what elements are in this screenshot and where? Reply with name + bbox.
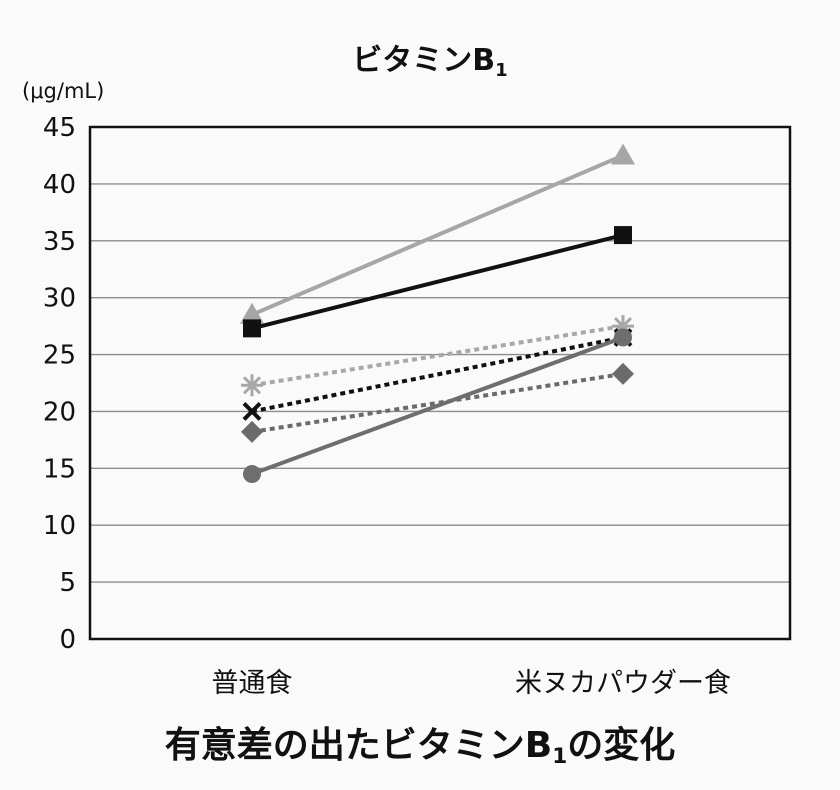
data-marker	[614, 226, 632, 245]
data-marker	[243, 319, 261, 338]
y-tick-label: 15	[43, 454, 76, 484]
chart-title: ビタミンB1	[352, 43, 507, 81]
chart-caption: 有意差の出たビタミンB1の変化	[165, 724, 676, 769]
data-marker	[612, 315, 634, 338]
y-tick-label: 0	[59, 625, 76, 655]
series-line	[251, 371, 624, 434]
series-layer	[240, 143, 635, 484]
x-category-label: 普通食	[212, 668, 293, 699]
series-line	[251, 233, 624, 331]
data-series-3	[241, 315, 634, 397]
y-tick-label: 30	[43, 284, 76, 314]
x-category-labels: 普通食 米ヌカパウダー食	[212, 668, 732, 699]
y-tick-label: 45	[43, 113, 76, 143]
y-tick-label: 10	[43, 511, 76, 541]
series-line	[251, 324, 624, 388]
data-series-5	[241, 362, 634, 443]
data-series-2	[243, 226, 632, 338]
y-tick-label: 25	[43, 341, 76, 371]
data-marker	[243, 465, 261, 484]
data-marker	[611, 143, 635, 165]
data-marker	[614, 328, 632, 347]
y-tick-label: 5	[59, 568, 76, 598]
gridlines	[90, 183, 790, 583]
y-tick-labels: 0 5 10 15 20 25 30 35 40 45	[43, 113, 76, 655]
series-line	[251, 153, 624, 317]
y-tick-label: 35	[43, 227, 76, 257]
data-marker	[242, 402, 262, 421]
x-category-label: 米ヌカパウダー食	[515, 668, 731, 699]
plot-frame	[88, 125, 792, 641]
data-marker	[241, 420, 263, 443]
data-series-6	[243, 328, 632, 484]
data-marker	[612, 362, 634, 385]
data-marker	[241, 374, 263, 397]
data-series-1	[240, 143, 635, 324]
series-line	[251, 335, 624, 414]
y-tick-label: 40	[43, 170, 76, 200]
series-line	[251, 335, 624, 476]
y-axis-unit: (μg/mL)	[22, 79, 104, 103]
data-marker	[240, 302, 264, 324]
y-tick-label: 20	[43, 397, 76, 427]
